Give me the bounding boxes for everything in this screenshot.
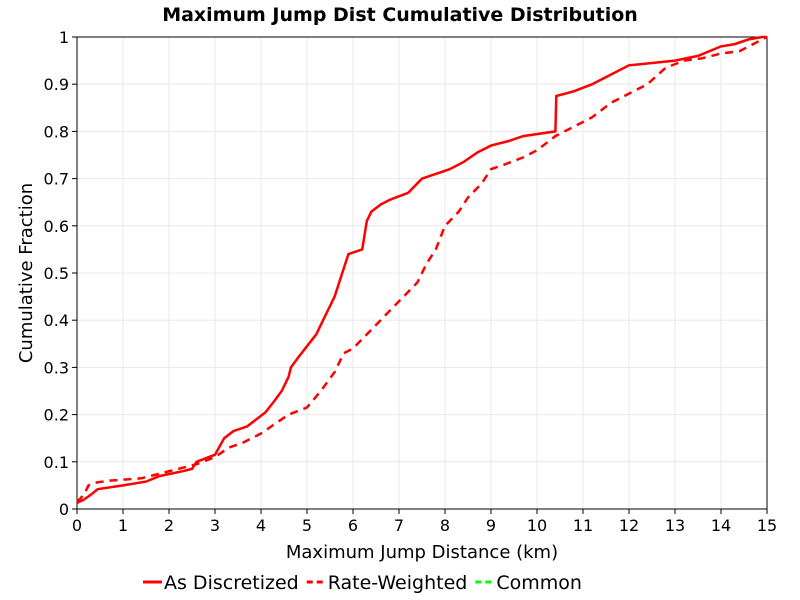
y-tick-label: 0.1 (44, 453, 69, 472)
x-tick-label: 10 (527, 516, 547, 535)
legend-label-common: Common (496, 572, 582, 594)
x-tick-label: 14 (711, 516, 731, 535)
y-tick-label: 0.5 (44, 264, 69, 283)
y-tick-label: 0.2 (44, 406, 69, 425)
chart-title: Maximum Jump Dist Cumulative Distributio… (162, 4, 638, 26)
grid-lines (77, 37, 767, 509)
y-tick-label: 0.3 (44, 358, 69, 377)
series-line-as-discretized (76, 35, 767, 505)
y-tick-label: 0.8 (44, 122, 69, 141)
x-tick-label: 2 (164, 516, 174, 535)
y-tick-label: 0.9 (44, 75, 69, 94)
x-axis-label: Maximum Jump Distance (km) (286, 542, 558, 563)
legend-label-rate-weighted: Rate-Weighted (328, 572, 468, 594)
series-layer (76, 35, 768, 505)
x-tick-label: 3 (210, 516, 220, 535)
x-tick-label: 5 (302, 516, 312, 535)
legend-label-as-discretized: As Discretized (164, 572, 299, 594)
x-tick-label: 13 (665, 516, 685, 535)
x-tick-label: 0 (72, 516, 82, 535)
y-axis-label: Cumulative Fraction (16, 183, 37, 363)
x-tick-label: 1 (118, 516, 128, 535)
x-tick-label: 11 (573, 516, 593, 535)
x-tick-label: 15 (757, 516, 777, 535)
x-axis-ticks: 0 1 2 3 4 5 6 7 8 9 10 11 12 13 14 15 (72, 509, 777, 535)
x-tick-label: 9 (486, 516, 496, 535)
x-tick-label: 6 (348, 516, 358, 535)
x-tick-label: 7 (394, 516, 404, 535)
y-tick-label: 0.7 (44, 170, 69, 189)
legend: As Discretized Rate-Weighted Common (143, 572, 582, 594)
x-tick-label: 4 (256, 516, 266, 535)
y-tick-label: 0 (59, 500, 69, 519)
x-tick-label: 12 (619, 516, 639, 535)
y-tick-label: 0.6 (44, 217, 69, 236)
y-tick-label: 0.4 (44, 311, 69, 330)
series-line-rate-weighted (76, 35, 768, 503)
y-tick-label: 1 (59, 28, 69, 47)
x-tick-label: 8 (440, 516, 450, 535)
y-axis-ticks: 0 0.1 0.2 0.3 0.4 0.5 0.6 0.7 0.8 0.9 1 (44, 28, 77, 519)
